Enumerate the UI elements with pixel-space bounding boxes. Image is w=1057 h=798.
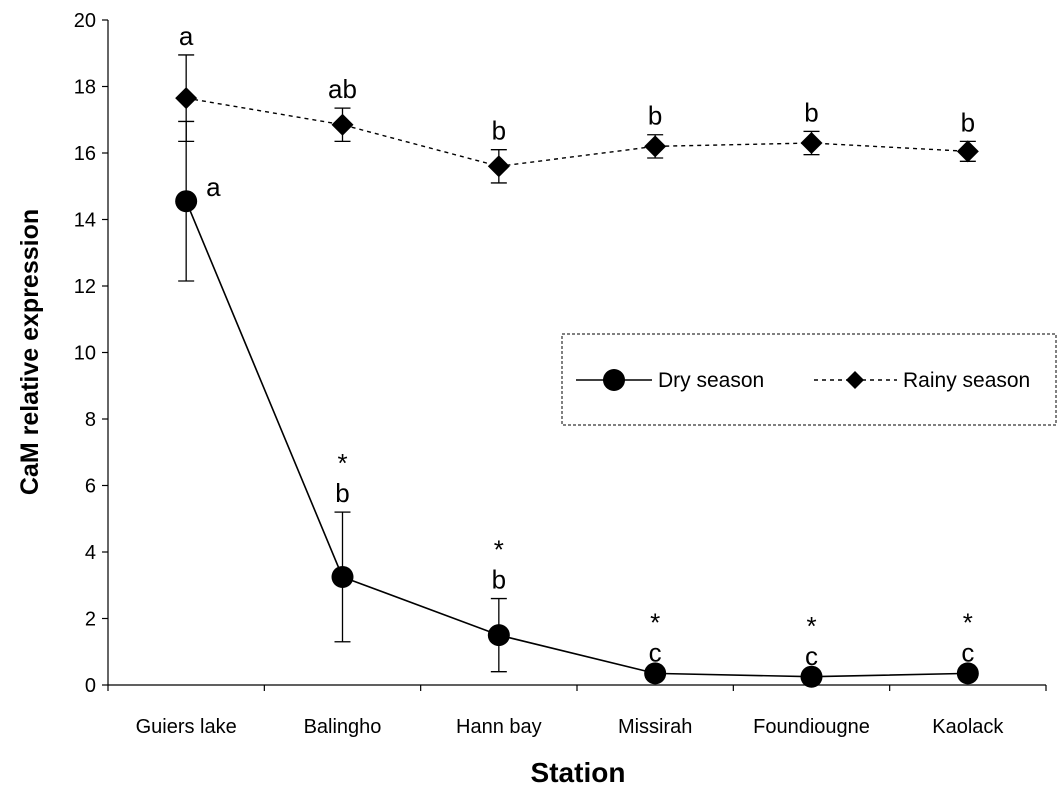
significance-asterisk: * (494, 535, 504, 565)
data-point (175, 190, 198, 213)
markers (175, 87, 979, 688)
data-point (956, 140, 979, 163)
x-axis-label: Station (531, 757, 626, 788)
x-tick-label: Foundiougne (753, 716, 870, 738)
significance-asterisk: * (806, 611, 816, 641)
y-tick-label: 12 (74, 276, 96, 298)
y-tick-label: 0 (85, 675, 96, 697)
y-tick-label: 2 (85, 609, 96, 631)
data-point (175, 87, 198, 110)
data-point (800, 132, 823, 155)
legend-marker-rainy-season (846, 371, 864, 389)
x-tick-label: Hann bay (456, 716, 542, 738)
y-tick-label: 8 (85, 409, 96, 431)
significance-asterisk: * (337, 448, 347, 478)
y-axis-label: CaM relative expression (16, 209, 44, 495)
data-point (487, 624, 510, 647)
significance-letter: b (492, 565, 506, 595)
significance-letter: b (492, 116, 506, 146)
data-point (644, 662, 667, 685)
significance-letter: a (206, 172, 221, 202)
series-line-dry-season (185, 200, 968, 678)
series-line-rainy-season (186, 97, 968, 168)
significance-letter: c (805, 641, 818, 671)
significance-letter: b (961, 107, 975, 137)
x-tick-label: Kaolack (932, 716, 1004, 738)
y-tick-label: 10 (74, 343, 96, 365)
y-tick-label: 4 (85, 542, 96, 564)
data-point (331, 113, 354, 136)
data-point (956, 662, 979, 685)
y-tick-label: 16 (74, 143, 96, 165)
significance-letter: a (179, 21, 194, 51)
significance-letter: c (961, 638, 974, 668)
data-point (487, 155, 510, 178)
legend-label-rainy-season: Rainy season (903, 369, 1030, 392)
significance-asterisk: * (650, 608, 660, 638)
data-point (644, 135, 667, 158)
y-tick-label: 20 (74, 10, 96, 32)
data-point (800, 665, 823, 688)
x-tick-label: Missirah (618, 716, 692, 738)
axis-ticks: 0 2 4 6 8 10 12 14 16 18 20 Guiers lake Balingho Hann… (74, 10, 1047, 738)
significance-asterisk: * (963, 608, 973, 638)
legend-marker-dry-season (603, 369, 625, 391)
y-tick-label: 18 (74, 77, 96, 99)
legend: Dry season Rainy season (561, 333, 1057, 426)
significance-letter: ab (328, 74, 357, 104)
significance-letter: b (335, 478, 349, 508)
x-tick-label: Balingho (304, 716, 382, 738)
y-tick-label: 6 (85, 476, 96, 498)
y-tick-label: 14 (74, 210, 96, 232)
significance-letter: b (648, 101, 662, 131)
data-point (331, 565, 354, 588)
series-lines (185, 97, 968, 678)
significance-letter: b (804, 97, 818, 127)
legend-label-dry-season: Dry season (658, 369, 764, 392)
significance-letter: c (649, 638, 662, 668)
x-tick-label: Guiers lake (136, 716, 237, 738)
